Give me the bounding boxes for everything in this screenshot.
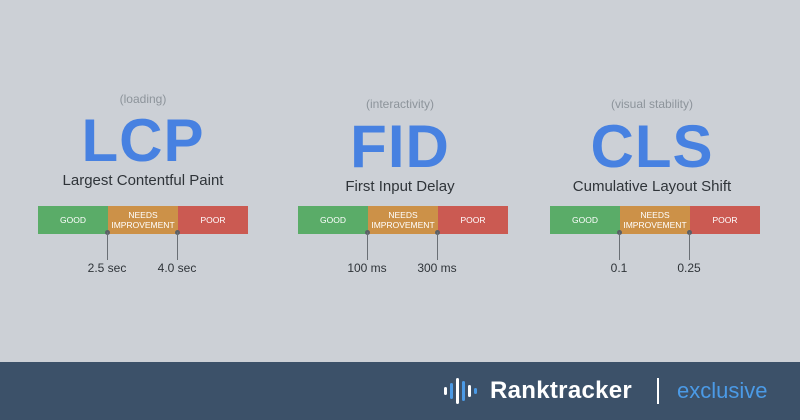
exclusive-tag: exclusive [677,378,768,403]
segment-poor: POOR [438,206,508,234]
threshold-marker-line [107,232,108,260]
segment-needs-improvement: NEEDS IMPROVEMENT [108,206,178,234]
segment-needs-improvement: NEEDS IMPROVEMENT [620,206,690,234]
threshold-marker-line [689,232,690,260]
metric-lcp: (loading) LCP Largest Contentful Paint [23,0,263,290]
threshold-label: 100 ms [347,261,387,275]
metric-abbreviation: LCP [81,107,205,174]
metric-category: (interactivity) [365,97,434,111]
threshold-marker-line [619,232,620,260]
segment-good: GOOD [550,206,620,234]
threshold-label: 2.5 sec [87,261,127,275]
metric-abbreviation: FID [350,113,450,180]
brand-name: Ranktracker [490,377,633,404]
threshold-bar-cls: GOOD NEEDS IMPROVEMENT POOR [550,206,760,234]
threshold-bar-lcp: GOOD NEEDS IMPROVEMENT POOR [38,206,248,234]
segment-needs-improvement: NEEDS IMPROVEMENT [368,206,438,234]
segment-poor: POOR [178,206,248,234]
segment-poor: POOR [690,206,760,234]
metric-abbreviation: CLS [590,113,714,180]
segment-needs-improvement-label: NEEDS IMPROVEMENT [371,210,435,230]
segment-good: GOOD [298,206,368,234]
footer-banner: Ranktracker exclusive [0,362,800,420]
footer-divider [657,378,659,404]
threshold-label: 300 ms [417,261,457,275]
segment-needs-improvement-label: NEEDS IMPROVEMENT [623,210,687,230]
segment-needs-improvement-label: NEEDS IMPROVEMENT [111,210,175,230]
threshold-label: 0.1 [610,261,628,275]
threshold-marker-line [177,232,178,260]
metric-category: (visual stability) [610,97,694,111]
metric-category: (loading) [119,92,167,106]
threshold-label: 0.25 [677,261,701,275]
segment-good: GOOD [38,206,108,234]
metric-full-name: Cumulative Layout Shift [572,178,732,195]
metric-fid: (interactivity) FID First Input Delay [280,0,520,290]
metric-full-name: First Input Delay [345,178,455,195]
metric-full-name: Largest Contentful Paint [62,172,224,189]
threshold-marker-line [437,232,438,260]
metric-cls: (visual stability) CLS Cumulative Layout… [532,0,772,290]
threshold-bar-fid: GOOD NEEDS IMPROVEMENT POOR [298,206,508,234]
threshold-marker-line [367,232,368,260]
soundwave-bars-icon [443,376,479,406]
threshold-label: 4.0 sec [157,261,197,275]
